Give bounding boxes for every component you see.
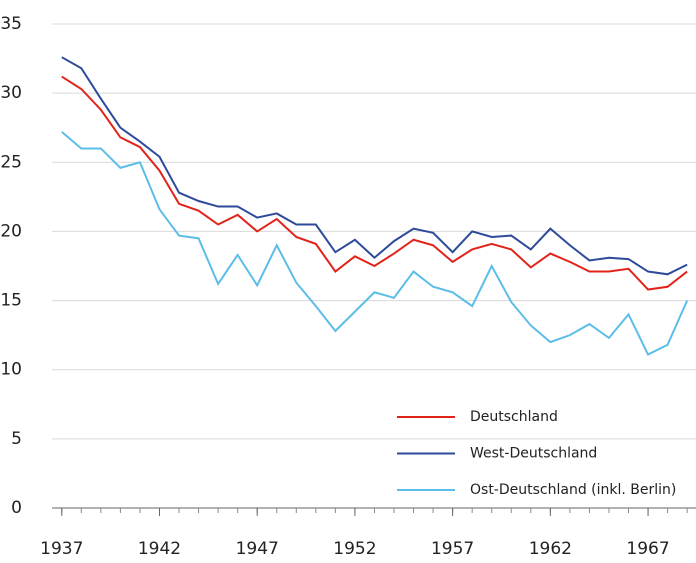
legend-label: Deutschland: [470, 409, 558, 425]
x-tick-label: 1942: [138, 539, 181, 559]
line: [61, 131, 689, 356]
y-tick-label: 5: [11, 429, 22, 449]
x-tick-label: 1947: [236, 539, 279, 559]
x-tick-label: 1957: [431, 539, 474, 559]
y-tick-label: 35: [0, 14, 22, 34]
x-tick-label: 1962: [529, 539, 572, 559]
legend-label: Ost-Deutschland (inkl. Berlin): [470, 482, 676, 498]
y-tick-label: 15: [0, 291, 22, 311]
y-tick-label: 10: [0, 360, 22, 380]
y-tick-label: 0: [11, 498, 22, 518]
line: [61, 75, 688, 291]
y-tick-label: 30: [0, 83, 22, 103]
x-tick-label: 1952: [333, 539, 376, 559]
y-tick-label: 20: [0, 221, 22, 241]
line: [61, 56, 688, 276]
y-tick-label: 25: [0, 152, 22, 172]
x-tick-label: 1967: [626, 539, 669, 559]
legend-label: West-Deutschland: [470, 446, 597, 462]
x-tick-label: 1937: [40, 539, 83, 559]
